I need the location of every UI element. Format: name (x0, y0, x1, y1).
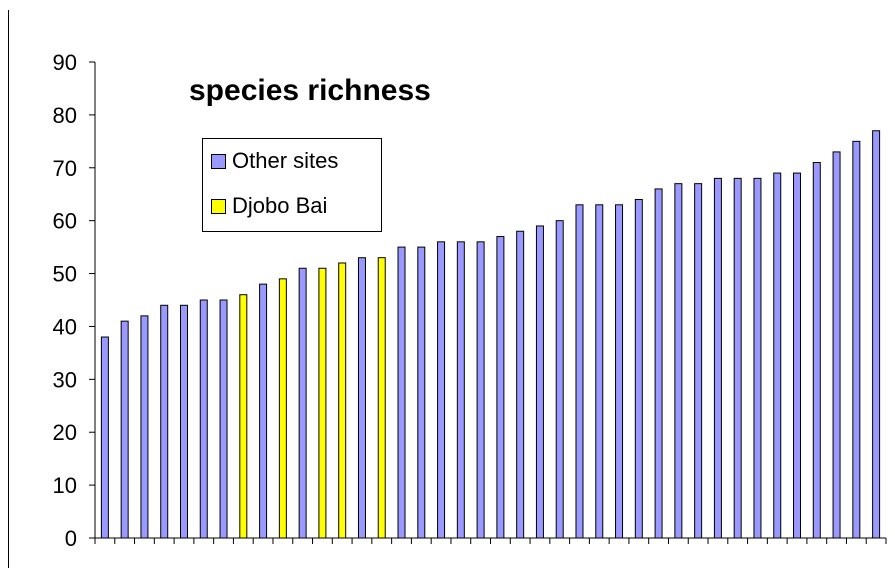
bar-other-sites (713, 177, 722, 539)
legend-label: Djobo Bai (232, 193, 328, 218)
y-tick-label: 10 (53, 473, 77, 498)
bar-other-sites (219, 299, 228, 539)
bar-other-sites (674, 183, 683, 539)
bar-djobo-bai (239, 294, 248, 539)
bar-other-sites (535, 225, 544, 539)
bar-other-sites (872, 130, 881, 539)
legend-swatch-other-sites (211, 153, 226, 169)
chart-legend: Other sites Djobo Bai (202, 138, 382, 232)
chart-bars (100, 130, 881, 539)
bar-other-sites (120, 320, 129, 539)
bar-other-sites (476, 241, 485, 539)
bar-other-sites (259, 283, 268, 539)
bar-other-sites (397, 246, 406, 539)
bar-other-sites (812, 161, 821, 539)
bar-other-sites (199, 299, 208, 539)
bar-other-sites (140, 315, 149, 539)
y-tick-label: 90 (53, 50, 77, 75)
legend-item-djobo-bai: Djobo Bai (211, 191, 327, 221)
bar-other-sites (555, 220, 564, 539)
bar-other-sites (357, 257, 366, 539)
bar-other-sites (634, 199, 643, 539)
bar-other-sites (595, 204, 604, 539)
bar-other-sites (437, 241, 446, 539)
y-tick-label: 80 (53, 103, 77, 128)
bar-other-sites (654, 188, 663, 539)
bar-other-sites (733, 177, 742, 539)
bar-other-sites (496, 236, 505, 539)
bar-other-sites (773, 172, 782, 539)
y-tick-label: 60 (53, 209, 77, 234)
y-tick-label: 70 (53, 156, 77, 181)
bar-other-sites (753, 177, 762, 539)
bar-other-sites (100, 336, 109, 539)
bar-other-sites (179, 304, 188, 539)
bar-djobo-bai (377, 257, 386, 539)
bar-other-sites (615, 204, 624, 539)
bar-other-sites (298, 267, 307, 539)
bar-other-sites (160, 304, 169, 539)
chart-title: species richness (189, 74, 431, 107)
bar-djobo-bai (318, 267, 327, 539)
bar-other-sites (832, 151, 841, 539)
bar-other-sites (417, 246, 426, 539)
bar-djobo-bai (338, 262, 347, 539)
legend-item-other-sites: Other sites (211, 146, 338, 176)
y-tick-label: 20 (53, 420, 77, 445)
y-tick-label: 0 (65, 526, 77, 551)
bar-other-sites (852, 140, 861, 539)
y-tick-label: 40 (53, 314, 77, 339)
y-tick-label: 50 (53, 262, 77, 287)
legend-swatch-djobo-bai (211, 198, 226, 214)
left-border-line (8, 10, 9, 568)
bar-other-sites (575, 204, 584, 539)
bar-other-sites (694, 183, 703, 539)
legend-label: Other sites (232, 148, 339, 173)
bar-other-sites (456, 241, 465, 539)
bar-djobo-bai (278, 278, 287, 539)
bar-other-sites (516, 230, 525, 539)
bar-other-sites (793, 172, 802, 539)
y-tick-label: 30 (53, 367, 77, 392)
